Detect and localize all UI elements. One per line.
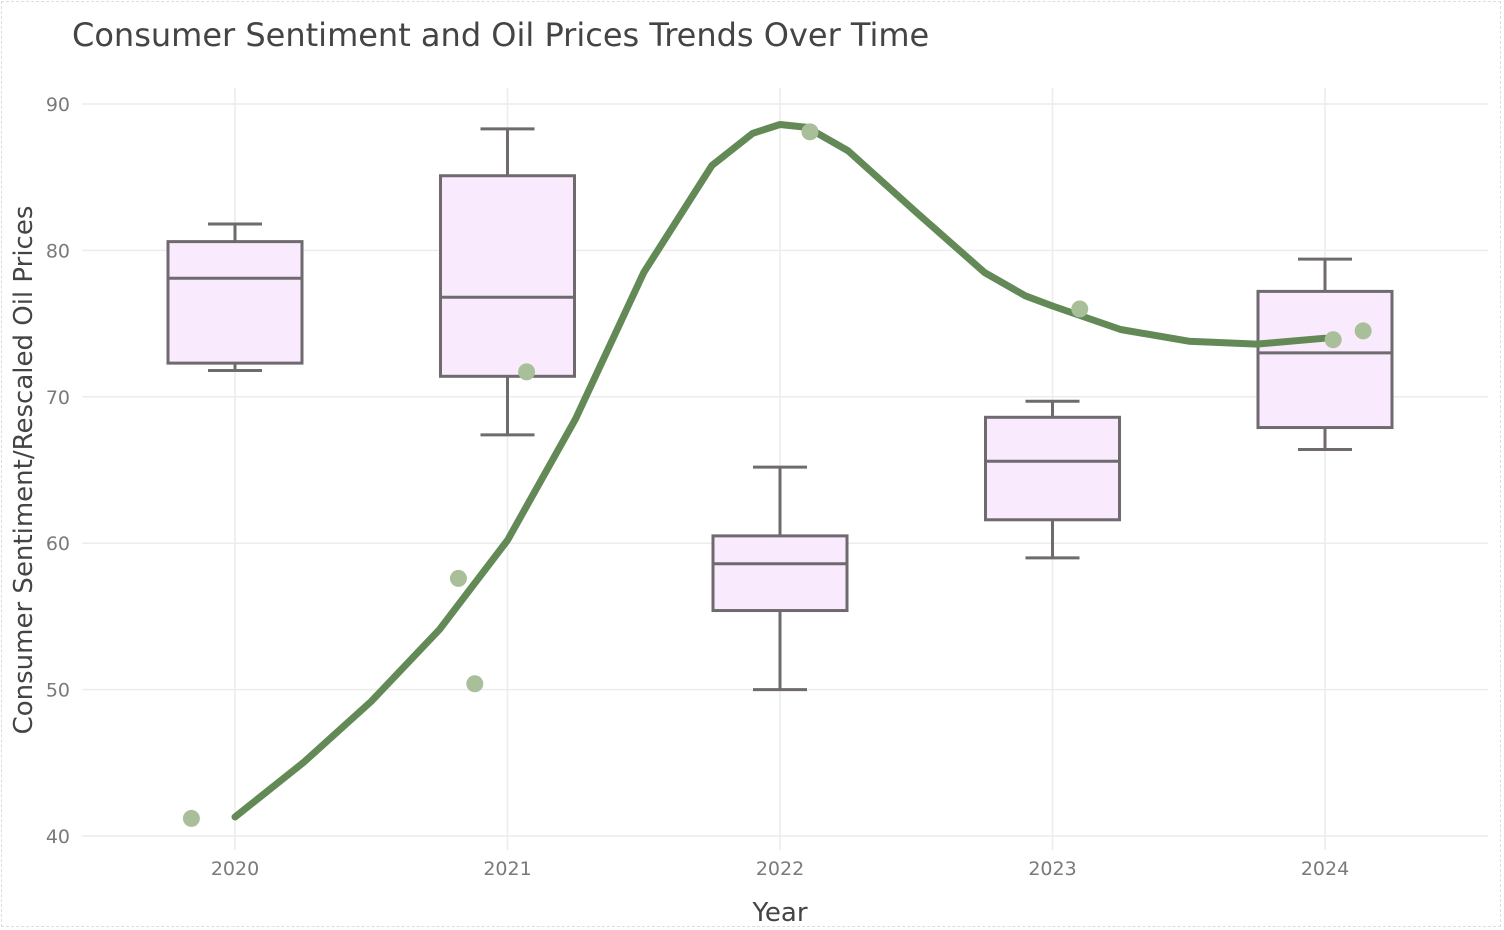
box-plots bbox=[166, 127, 1394, 692]
trend-line bbox=[231, 121, 1329, 821]
y-tick-label: 70 bbox=[46, 387, 70, 409]
x-tick-label: 2024 bbox=[1301, 858, 1349, 880]
iqr-box bbox=[711, 534, 849, 613]
tick-labels: 40 50 60 70 80 90 2020 2021 2022 2023 2024 bbox=[46, 94, 1349, 880]
box-2024 bbox=[1256, 257, 1394, 452]
x-tick-label: 2020 bbox=[211, 858, 259, 880]
y-tick-label: 60 bbox=[46, 533, 70, 555]
data-point bbox=[1354, 322, 1372, 340]
box-2023 bbox=[984, 399, 1121, 560]
iqr-box bbox=[166, 240, 304, 365]
box-2021 bbox=[439, 127, 576, 437]
box-2020 bbox=[166, 222, 304, 372]
y-tick-label: 50 bbox=[46, 680, 70, 702]
x-tick-label: 2023 bbox=[1028, 858, 1076, 880]
y-tick-label: 90 bbox=[46, 94, 70, 116]
y-tick-label: 40 bbox=[46, 826, 70, 848]
iqr-box bbox=[439, 174, 576, 378]
iqr-box bbox=[984, 415, 1121, 522]
y-axis-title: Consumer Sentiment/Rescaled Oil Prices bbox=[9, 206, 39, 735]
x-tick-label: 2021 bbox=[483, 858, 531, 880]
box-2022 bbox=[711, 465, 849, 692]
data-point bbox=[801, 123, 819, 141]
x-tick-label: 2022 bbox=[756, 858, 804, 880]
y-tick-label: 80 bbox=[46, 240, 70, 262]
data-point bbox=[1324, 331, 1342, 349]
data-point bbox=[182, 809, 200, 827]
data-point bbox=[466, 675, 484, 693]
data-point bbox=[1071, 300, 1089, 318]
iqr-box bbox=[1256, 289, 1394, 430]
chart-title: Consumer Sentiment and Oil Prices Trends… bbox=[72, 16, 929, 54]
data-point bbox=[449, 569, 467, 587]
data-point bbox=[518, 363, 536, 381]
trend-line-layer bbox=[231, 121, 1329, 821]
x-axis-title: Year bbox=[751, 898, 807, 928]
grid bbox=[82, 88, 1488, 850]
scatter-points bbox=[182, 123, 1372, 827]
